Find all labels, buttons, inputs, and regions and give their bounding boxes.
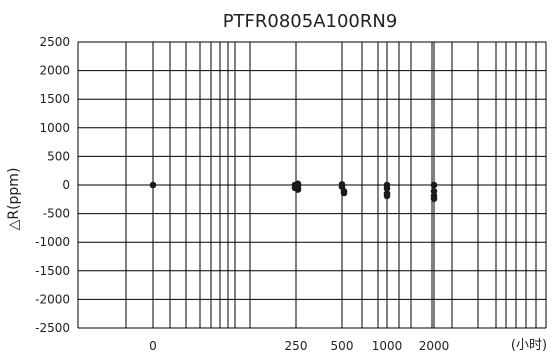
- marks-layer: [149, 180, 438, 203]
- y-tick-label: 1000: [39, 121, 70, 135]
- data-point: [383, 185, 391, 192]
- x-tick-label: 250: [285, 339, 308, 353]
- y-tick-label: 2000: [39, 64, 70, 78]
- x-tick-label: 2000: [419, 339, 450, 353]
- data-point: [430, 181, 438, 189]
- x-tick-label: 500: [331, 339, 354, 353]
- data-point: [430, 195, 438, 203]
- axis-layer: 25002000150010005000-500-1000-1500-2000-…: [35, 35, 449, 353]
- chart-title: PTFR0805A100RN9: [223, 11, 398, 32]
- data-point: [294, 186, 302, 193]
- x-tick-label: 0: [149, 339, 157, 353]
- y-tick-label: 2500: [39, 35, 70, 49]
- data-point: [383, 192, 391, 200]
- y-tick-label: -2000: [35, 292, 70, 306]
- y-tick-label: -2500: [35, 321, 70, 335]
- y-tick-label: 1500: [39, 92, 70, 106]
- y-tick-label: -500: [43, 207, 70, 221]
- y-tick-label: 500: [47, 149, 70, 163]
- x-axis-label: (小时): [511, 338, 547, 353]
- data-point: [340, 189, 348, 197]
- data-point: [149, 181, 157, 189]
- y-tick-label: 0: [62, 178, 70, 192]
- grid-layer: [77, 41, 547, 329]
- y-axis-label: △R(ppm): [6, 168, 22, 231]
- y-tick-label: -1500: [35, 264, 70, 278]
- y-tick-label: -1000: [35, 235, 70, 249]
- x-tick-label: 1000: [372, 339, 403, 353]
- data-point: [430, 187, 438, 195]
